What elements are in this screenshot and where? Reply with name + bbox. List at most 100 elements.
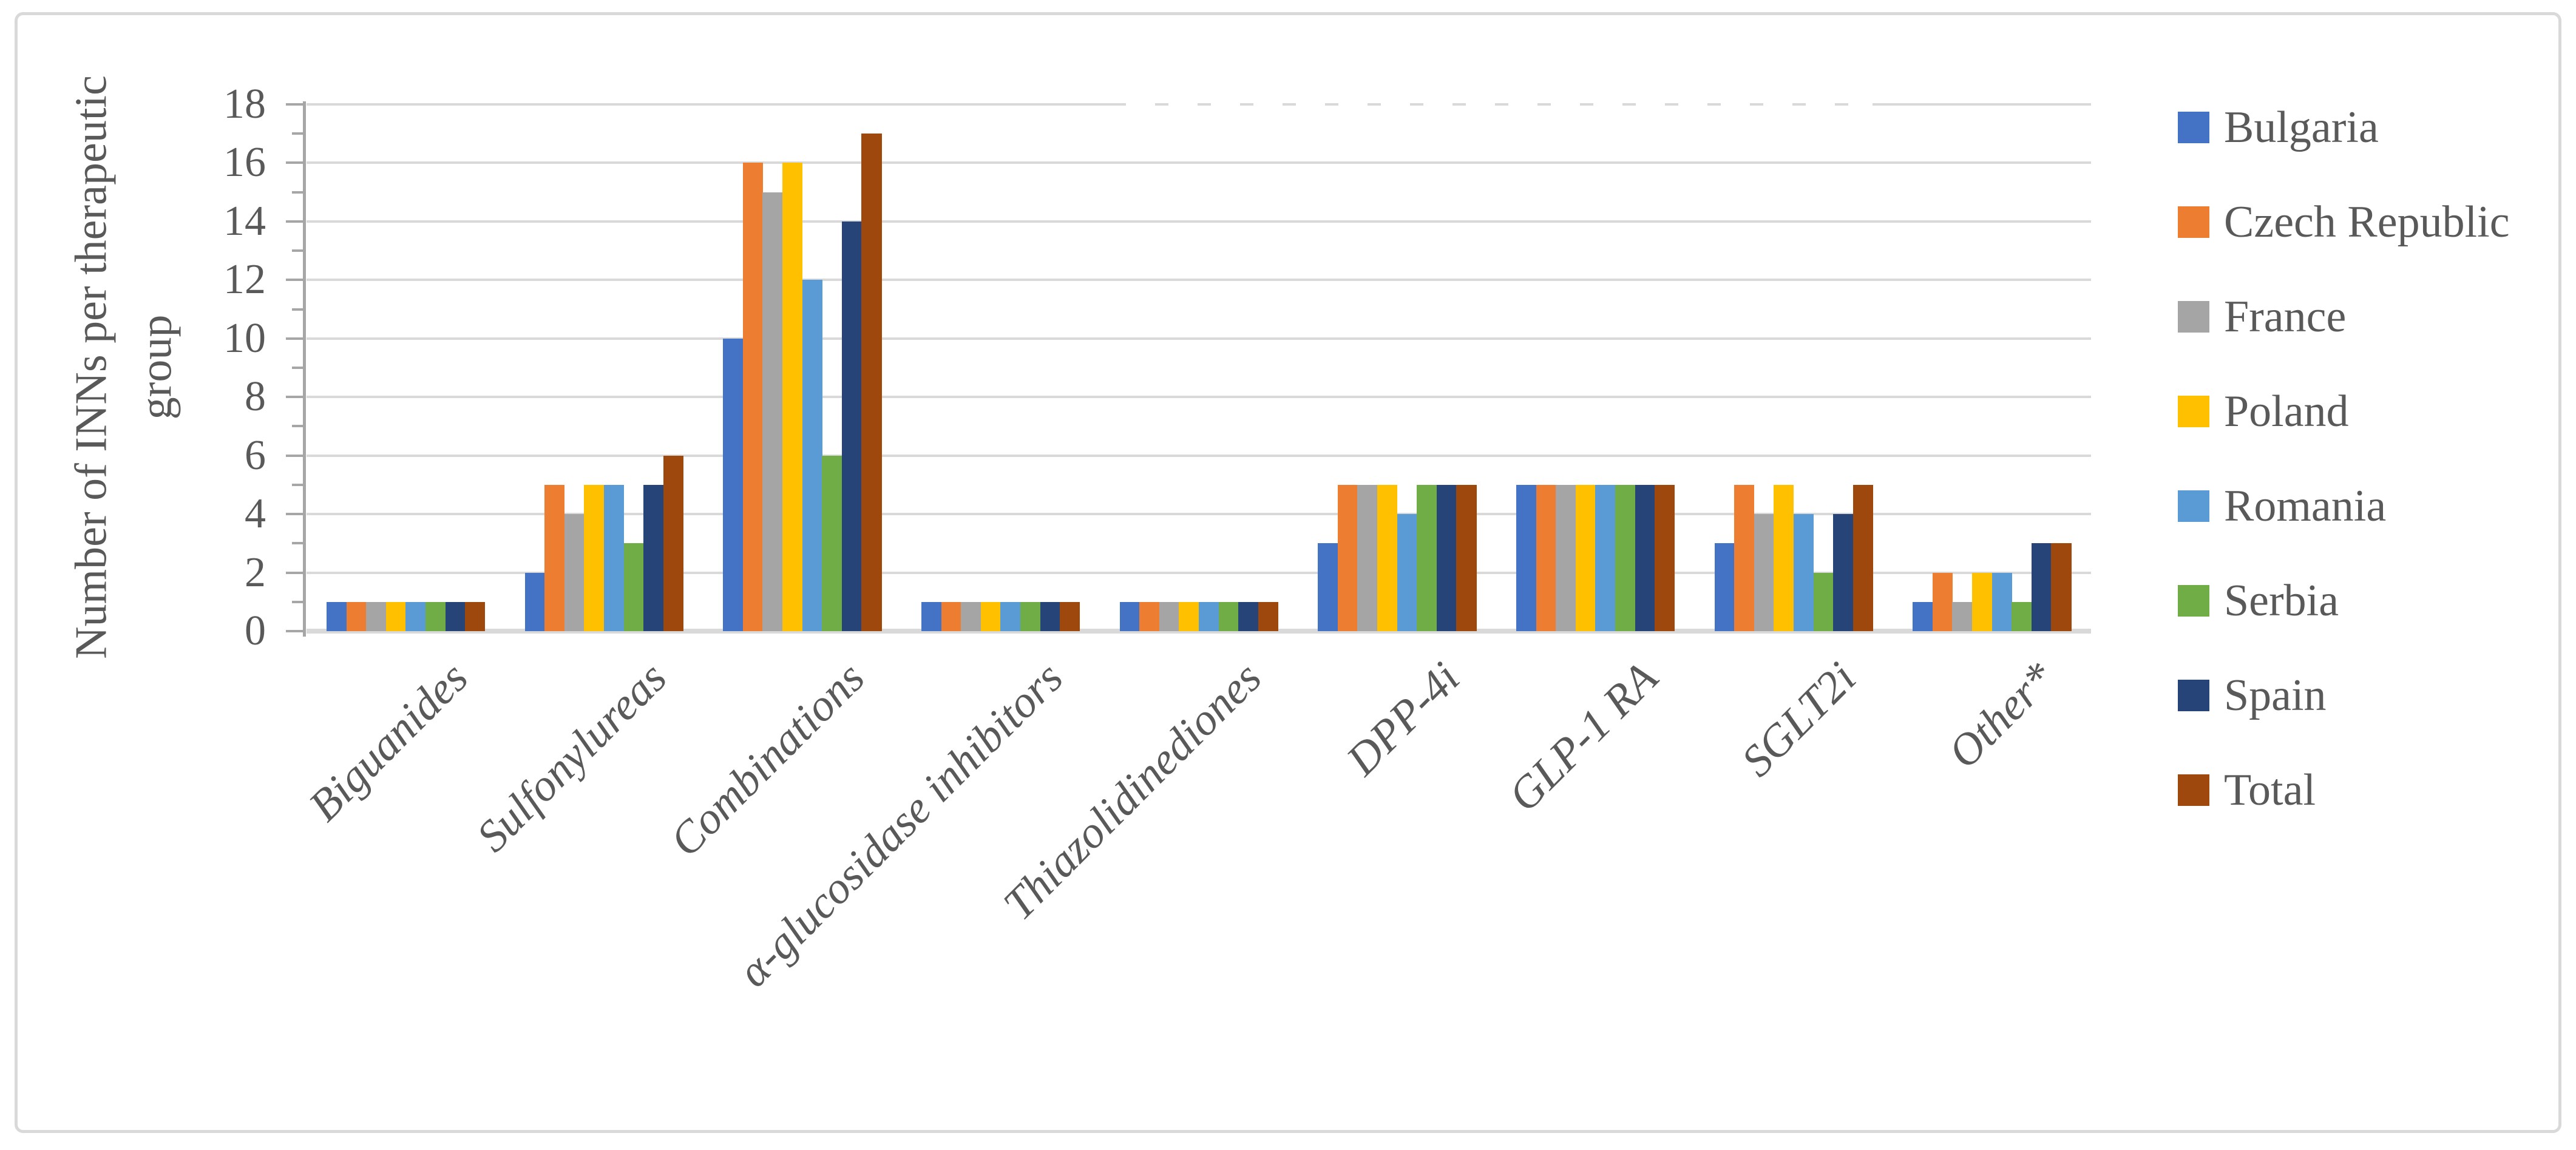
bar-poland bbox=[1377, 484, 1398, 631]
y-major-tick bbox=[286, 103, 306, 106]
legend-item-total: Total bbox=[2178, 768, 2316, 813]
legend-label: Spain bbox=[2224, 671, 2327, 720]
bar-bulgaria bbox=[1516, 484, 1537, 631]
y-major-tick bbox=[286, 513, 306, 516]
bar-romania bbox=[1000, 601, 1021, 631]
bar-france bbox=[366, 601, 387, 631]
y-minor-tick bbox=[292, 308, 306, 311]
bar-total bbox=[2051, 543, 2072, 631]
bar-poland bbox=[1972, 572, 1993, 631]
y-major-tick bbox=[286, 396, 306, 399]
bar-total bbox=[663, 455, 683, 631]
bar-poland bbox=[980, 601, 1001, 631]
bar-total bbox=[1655, 484, 1675, 631]
bar-czech-republic bbox=[1139, 601, 1160, 631]
bar-serbia bbox=[1615, 484, 1636, 631]
y-tick-label: 2 bbox=[245, 549, 266, 596]
bar-romania bbox=[1199, 601, 1219, 631]
bar-spain bbox=[2031, 543, 2052, 631]
legend-label: Total bbox=[2224, 765, 2316, 815]
bar-bulgaria bbox=[1119, 601, 1140, 631]
legend-swatch-icon bbox=[2178, 301, 2209, 333]
legend-item-serbia: Serbia bbox=[2178, 578, 2339, 623]
category-label: Combinations bbox=[660, 652, 875, 867]
legend-swatch-icon bbox=[2178, 112, 2209, 143]
bar-czech-republic bbox=[742, 163, 763, 631]
category-label: α-glucosidase inhibitors bbox=[728, 652, 1073, 997]
legend-item-poland: Poland bbox=[2178, 389, 2349, 434]
y-major-tick bbox=[286, 337, 306, 340]
gridline bbox=[307, 571, 2091, 574]
gridline bbox=[307, 396, 2091, 399]
bar-serbia bbox=[2012, 601, 2032, 631]
bar-total bbox=[1456, 484, 1477, 631]
bar-czech-republic bbox=[544, 484, 565, 631]
y-tick-label: 12 bbox=[223, 256, 266, 303]
bar-spain bbox=[1238, 601, 1259, 631]
bar-serbia bbox=[1417, 484, 1437, 631]
bar-spain bbox=[841, 221, 862, 631]
y-tick-label: 6 bbox=[245, 431, 266, 479]
bar-serbia bbox=[623, 543, 644, 631]
y-minor-tick bbox=[292, 249, 306, 252]
x-axis-line bbox=[307, 629, 2091, 634]
bar-czech-republic bbox=[1734, 484, 1755, 631]
bar-france bbox=[1952, 601, 1973, 631]
bar-romania bbox=[802, 280, 822, 631]
category-label: DPP-4i bbox=[1337, 652, 1469, 785]
bar-czech-republic bbox=[1337, 484, 1358, 631]
whiteout-text-artifact bbox=[1126, 91, 1873, 118]
bar-bulgaria bbox=[1714, 543, 1735, 631]
y-tick-label: 4 bbox=[245, 490, 266, 538]
category-label: Other* bbox=[1939, 652, 2064, 778]
bar-france bbox=[1556, 484, 1576, 631]
bar-romania bbox=[1595, 484, 1616, 631]
bar-spain bbox=[1635, 484, 1655, 631]
bar-romania bbox=[1991, 572, 2012, 631]
legend-swatch-icon bbox=[2178, 585, 2209, 617]
legend-item-spain: Spain bbox=[2178, 673, 2327, 718]
bar-bulgaria bbox=[723, 338, 744, 631]
y-minor-tick bbox=[292, 367, 306, 369]
legend-label: Poland bbox=[2224, 387, 2349, 436]
y-minor-tick bbox=[292, 600, 306, 603]
bar-total bbox=[465, 601, 486, 631]
bar-czech-republic bbox=[1932, 572, 1953, 631]
bar-total bbox=[1060, 601, 1080, 631]
y-tick-label: 0 bbox=[245, 607, 266, 654]
bar-france bbox=[961, 601, 981, 631]
gridline bbox=[307, 337, 2091, 340]
bar-total bbox=[1852, 484, 1873, 631]
y-major-tick bbox=[286, 571, 306, 574]
bar-spain bbox=[643, 484, 664, 631]
bar-czech-republic bbox=[346, 601, 367, 631]
bar-spain bbox=[1833, 514, 1854, 631]
bar-serbia bbox=[425, 601, 446, 631]
bar-france bbox=[1754, 514, 1774, 631]
gridline bbox=[307, 513, 2091, 516]
gridline bbox=[307, 161, 2091, 164]
legend-item-bulgaria: Bulgaria bbox=[2178, 105, 2379, 150]
y-minor-tick bbox=[292, 483, 306, 486]
y-major-tick bbox=[286, 279, 306, 282]
legend-label: Czech Republic bbox=[2224, 197, 2510, 247]
y-major-tick bbox=[286, 454, 306, 457]
y-minor-tick bbox=[292, 542, 306, 545]
bar-france bbox=[1159, 601, 1179, 631]
category-label: Biguanides bbox=[299, 652, 478, 831]
bar-poland bbox=[1575, 484, 1596, 631]
bar-france bbox=[564, 514, 585, 631]
y-major-tick bbox=[286, 161, 306, 164]
bar-bulgaria bbox=[1913, 601, 1933, 631]
y-major-tick bbox=[286, 220, 306, 223]
bar-poland bbox=[584, 484, 605, 631]
bar-bulgaria bbox=[326, 601, 347, 631]
legend-item-romania: Romania bbox=[2178, 484, 2386, 529]
legend-label: France bbox=[2224, 292, 2347, 342]
legend-item-france: France bbox=[2178, 294, 2346, 339]
category-label: GLP-1 RA bbox=[1499, 652, 1668, 822]
bar-total bbox=[861, 134, 882, 631]
y-axis-line bbox=[303, 101, 306, 637]
bar-serbia bbox=[1813, 572, 1834, 631]
